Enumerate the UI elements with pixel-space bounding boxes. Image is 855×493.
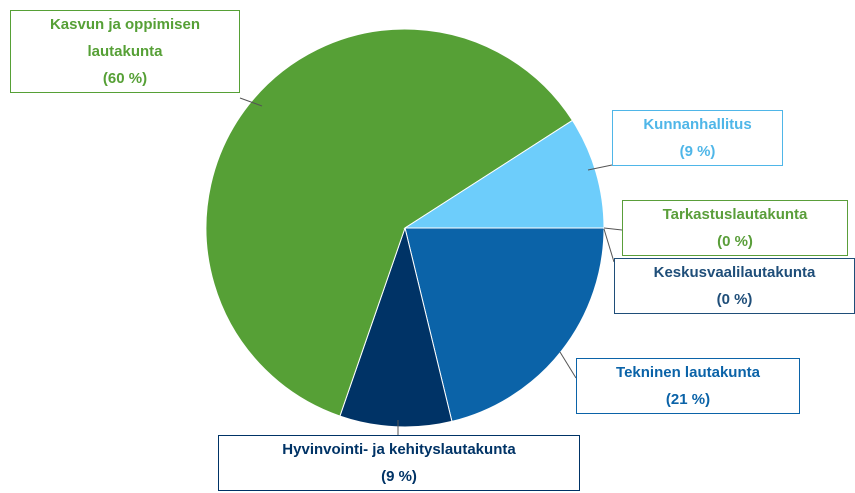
category-label: Hyvinvointi- ja kehityslautakunta bbox=[282, 441, 516, 458]
slice-label: Kasvun ja oppimisen lautakunta (60 %) bbox=[10, 10, 240, 93]
pie-slice bbox=[205, 28, 574, 417]
value-label: (9 %) bbox=[679, 143, 716, 160]
category-label: Tarkastuslautakunta bbox=[662, 206, 808, 223]
leader-lines bbox=[239, 97, 623, 435]
slice-label: Tarkastuslautakunta (0 %) bbox=[622, 200, 848, 256]
value-label: (21 %) bbox=[665, 391, 711, 408]
slice-label: Kunnanhallitus (9 %) bbox=[612, 110, 783, 166]
value-label: (0 %) bbox=[717, 233, 753, 250]
leader-line bbox=[239, 97, 263, 107]
pie-slice bbox=[339, 226, 453, 428]
category-label: Keskusvaalilautakunta bbox=[653, 264, 816, 281]
leader-line bbox=[559, 351, 577, 379]
slice-label: Keskusvaalilautakunta (0 %) bbox=[614, 258, 855, 314]
pie-slice bbox=[404, 227, 605, 422]
value-label: (60 %) bbox=[102, 70, 148, 87]
slice-label: Tekninen lautakunta (21 %) bbox=[576, 358, 800, 414]
leader-line bbox=[603, 228, 615, 263]
pie-slice bbox=[403, 119, 605, 229]
value-label: (0 %) bbox=[716, 291, 753, 308]
category-label: Kunnanhallitus bbox=[643, 116, 752, 133]
slice-label: Hyvinvointi- ja kehityslautakunta (9 %) bbox=[218, 435, 580, 491]
category-label: Tekninen lautakunta bbox=[616, 364, 760, 381]
value-label: (9 %) bbox=[381, 468, 417, 485]
category-label: Kasvun ja oppimisen lautakunta bbox=[49, 16, 201, 60]
leader-line bbox=[603, 227, 623, 231]
leader-line bbox=[587, 164, 613, 171]
